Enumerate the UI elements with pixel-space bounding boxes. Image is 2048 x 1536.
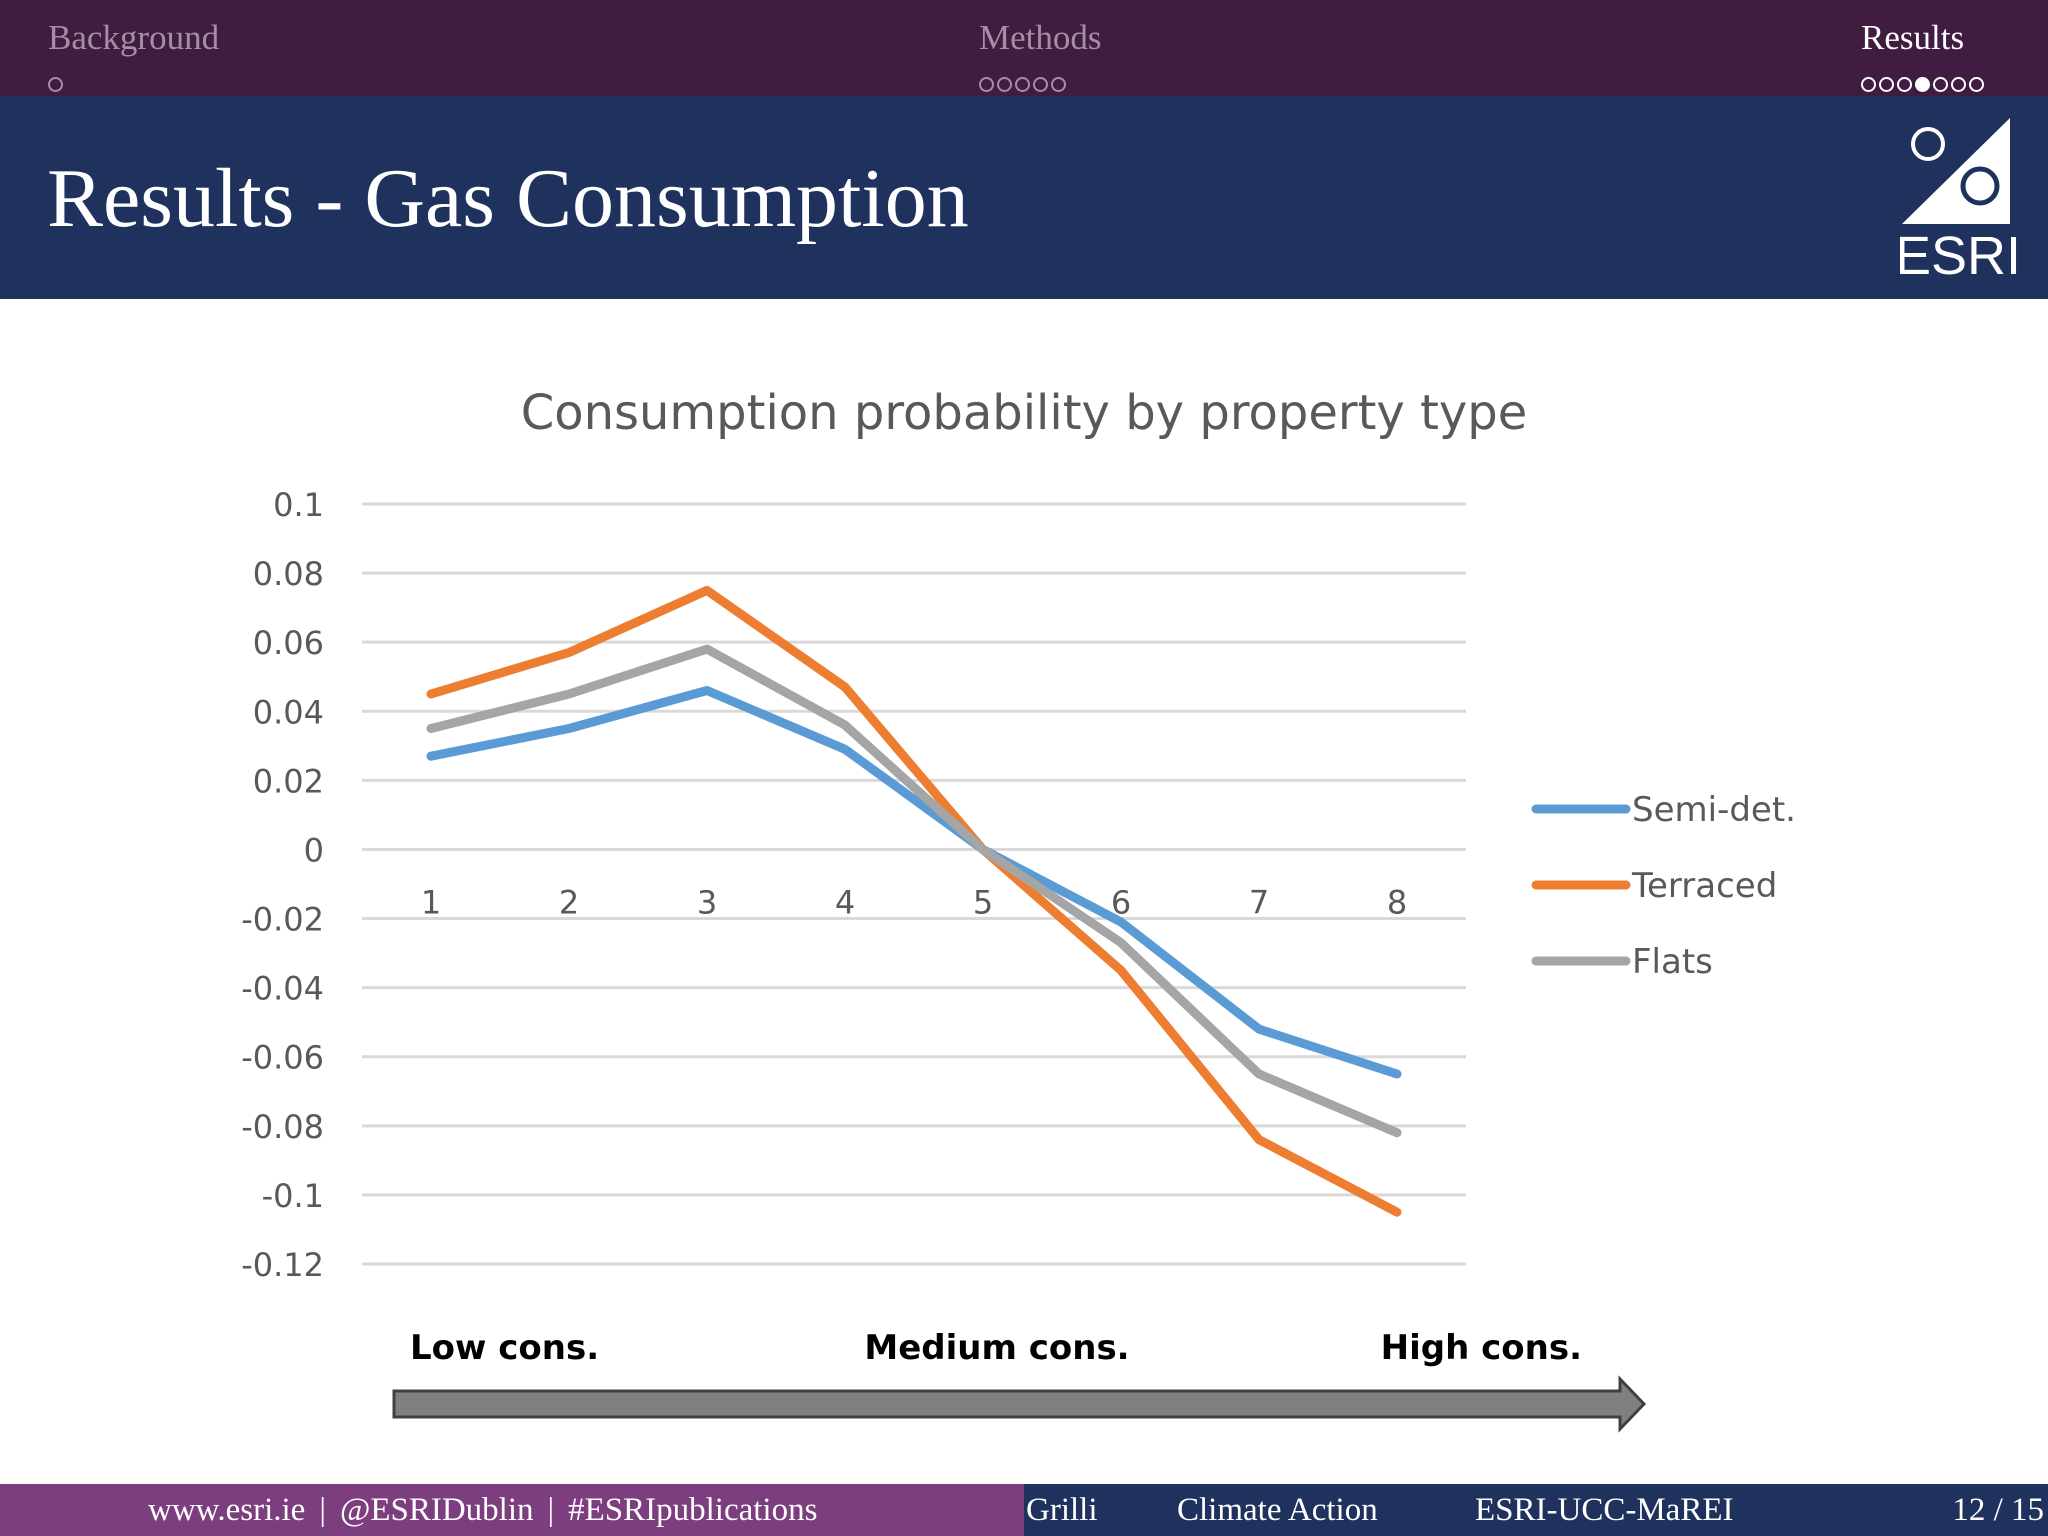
esri-logo: ESRI — [1900, 118, 2020, 281]
y-tick-label: 0.06 — [253, 624, 324, 662]
logo-triangle — [1902, 118, 2010, 224]
y-tick-label: 0.08 — [253, 555, 324, 593]
series-line — [426, 644, 1402, 1138]
y-tick-label: -0.04 — [241, 970, 324, 1008]
chart-series — [426, 585, 1402, 1217]
progress-dot[interactable] — [1861, 77, 1876, 93]
progress-dot[interactable] — [1897, 77, 1912, 93]
y-tick-label: 0 — [304, 831, 324, 869]
progress-dot[interactable] — [1933, 77, 1948, 93]
line-chart: Consumption probability by property type… — [241, 385, 1796, 1437]
series-line — [426, 585, 1402, 1217]
nav-section-results[interactable]: Results — [1861, 18, 1987, 93]
footer-links: www.esri.ie | @ESRIDublin | #ESRIpublication… — [148, 1492, 817, 1529]
nav-section-label: Results — [1861, 18, 1965, 57]
y-tick-label: -0.1 — [262, 1177, 324, 1215]
y-tick-label: -0.02 — [241, 901, 324, 939]
legend-label: Terraced — [1631, 866, 1777, 906]
footer-institute: ESRI-UCC-MaREI — [1475, 1492, 1734, 1528]
x-tick-label: 3 — [697, 883, 717, 921]
nav-section-methods[interactable]: Methods — [979, 18, 1102, 93]
progress-dot[interactable] — [1015, 77, 1030, 93]
x-tick-label: 2 — [559, 883, 579, 921]
nav-section-label: Background — [48, 18, 220, 57]
x-tick-label: 6 — [1111, 883, 1131, 921]
website-link[interactable]: www.esri.ie — [148, 1492, 306, 1528]
progress-dot[interactable] — [1969, 77, 1984, 93]
chart-gridlines — [362, 502, 1466, 1266]
progress-dot[interactable] — [48, 77, 63, 93]
high-consumption-label: High cons. — [1381, 1328, 1582, 1368]
y-tick-label: 0.04 — [253, 693, 324, 731]
hashtag-link[interactable]: #ESRIpublications — [568, 1492, 818, 1528]
nav-progress-dots — [979, 62, 1102, 93]
nav-progress-dots — [1861, 62, 1987, 93]
progress-dot-current[interactable] — [1915, 77, 1930, 93]
y-axis: 0.1 0.08 0.06 0.04 0.02 0 -0.02 -0.04 -0.06 -0.08… — [241, 486, 324, 1284]
y-tick-label: 0.1 — [273, 486, 324, 524]
logo-circle — [1911, 127, 1945, 161]
twitter-link[interactable]: @ESRIDublin — [339, 1492, 534, 1528]
logo-slash — [1912, 122, 1998, 206]
footer-links-panel: www.esri.ie | @ESRIDublin | #ESRIpublication… — [0, 1484, 1024, 1536]
x-tick-label: 8 — [1387, 883, 1407, 921]
progress-dot[interactable] — [979, 77, 994, 93]
arrow-right-icon — [392, 1375, 1647, 1433]
y-tick-label: -0.06 — [241, 1039, 324, 1077]
footer-separator: | — [319, 1492, 326, 1528]
series-line — [426, 686, 1402, 1079]
logo-text: ESRI — [1900, 226, 2020, 281]
logo-circle — [1960, 166, 2000, 206]
nav-section-label: Methods — [979, 18, 1102, 57]
footer-short-title: Climate Action — [1177, 1492, 1378, 1528]
title-bar: Results - Gas Consumption ESRI — [0, 96, 2048, 299]
progress-dot[interactable] — [1879, 77, 1894, 93]
footer-author: Grilli — [1026, 1492, 1098, 1528]
progress-dot[interactable] — [997, 77, 1012, 93]
footer: www.esri.ie | @ESRIDublin | #ESRIpublication… — [0, 1484, 2048, 1536]
nav-section-background[interactable]: Background — [48, 18, 220, 93]
chart-legend: Semi-det. Terraced Flats — [1531, 790, 1796, 982]
x-tick-label: 7 — [1249, 883, 1269, 921]
section-navigation: Background Methods Results — [0, 0, 2048, 96]
low-consumption-label: Low cons. — [410, 1328, 599, 1368]
chart-title: Consumption probability by property type — [521, 385, 1528, 441]
consumption-arrow-annotation: Low cons. Medium cons. High cons. — [386, 1317, 1666, 1437]
page-number: 12 / 15 — [1952, 1492, 2044, 1528]
y-tick-label: 0.02 — [253, 762, 324, 800]
legend-label: Semi-det. — [1632, 790, 1796, 830]
legend-label: Flats — [1632, 942, 1713, 982]
y-tick-label: -0.08 — [241, 1108, 324, 1146]
footer-info-panel: Grilli Climate Action ESRI-UCC-MaREI 12 … — [1024, 1484, 2048, 1536]
x-tick-label: 1 — [421, 883, 441, 921]
footer-separator: | — [547, 1492, 555, 1528]
y-tick-label: -0.12 — [241, 1246, 324, 1284]
medium-consumption-label: Medium cons. — [864, 1328, 1129, 1368]
progress-dot[interactable] — [1951, 77, 1966, 93]
x-tick-label: 4 — [835, 883, 855, 921]
x-axis: 1 2 3 4 5 6 7 8 — [421, 883, 1407, 921]
nav-progress-dots — [48, 62, 219, 93]
x-tick-label: 5 — [973, 883, 993, 921]
progress-dot[interactable] — [1051, 77, 1066, 93]
progress-dot[interactable] — [1033, 77, 1048, 93]
slide-title: Results - Gas Consumption — [47, 152, 969, 245]
